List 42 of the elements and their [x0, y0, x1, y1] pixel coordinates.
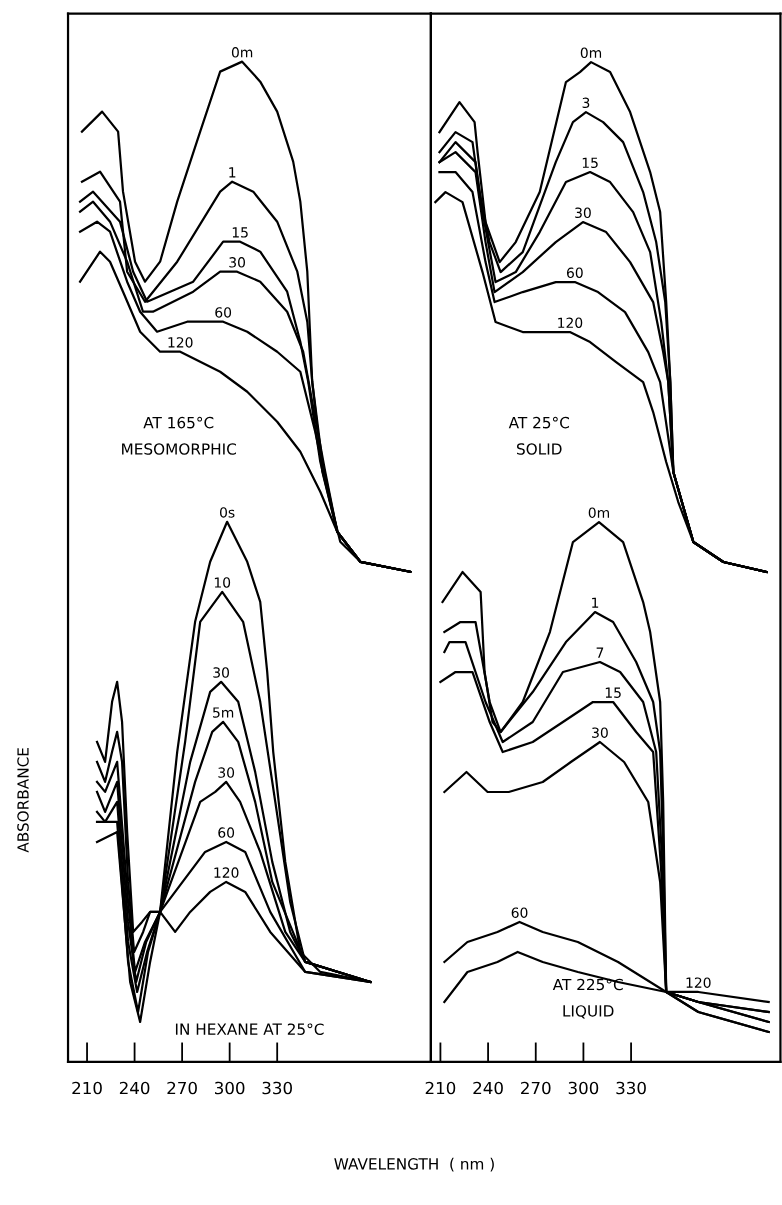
x-tick-label: 300 [568, 1081, 599, 1095]
annotation: AT 165°C MESOMORPHIC [122, 416, 236, 455]
x-tick-label: 210 [425, 1081, 456, 1095]
series-label: 0m [588, 507, 609, 518]
annotation: IN HEXANE AT 25°C [175, 1023, 324, 1035]
series-label: 10 [214, 577, 231, 588]
series-label: 0m [580, 47, 602, 59]
x-tick-label: 240 [473, 1081, 503, 1095]
series-label: 120 [558, 317, 583, 328]
series-label: 1 [229, 167, 236, 178]
y-axis-title: ABSORBANCE [17, 748, 29, 853]
series-label: 0m [231, 47, 253, 58]
x-tick-label: 270 [521, 1081, 551, 1095]
series-label: 0s [220, 507, 235, 518]
series-label: 120 [168, 337, 193, 348]
series-label: 30 [229, 257, 246, 268]
x-tick-label: 270 [167, 1081, 197, 1095]
x-tick-label: 330 [262, 1081, 292, 1095]
series-label: 60 [566, 267, 583, 278]
annotation: AT 225°C LIQUID [552, 978, 623, 1019]
series-label: 30 [218, 767, 235, 778]
series-label: 60 [511, 907, 528, 918]
series-label: 15 [605, 687, 621, 698]
x-tick-label: 300 [215, 1081, 245, 1095]
series-label: 1 [592, 597, 599, 608]
series-label: 7 [596, 647, 604, 658]
series-label: 120 [214, 867, 239, 878]
series-label: 30 [575, 207, 591, 219]
series-label: 15 [232, 227, 248, 238]
series-label: 15 [582, 157, 598, 169]
x-tick-label: 330 [616, 1081, 646, 1095]
annotation: AT 25°C SOLID [508, 416, 570, 455]
series-label: 3 [582, 97, 590, 109]
series-label: 60 [218, 827, 235, 838]
series-label: 30 [592, 727, 608, 738]
series-label: 5m [213, 707, 234, 718]
series-label: 120 [686, 977, 711, 988]
series-label: 30 [213, 667, 230, 678]
x-tick-label: 240 [119, 1081, 150, 1095]
x-axis-title: WAVELENGTH ( nm ) [334, 1157, 494, 1172]
x-tick-label: 210 [72, 1081, 102, 1095]
series-label: 60 [215, 307, 232, 318]
